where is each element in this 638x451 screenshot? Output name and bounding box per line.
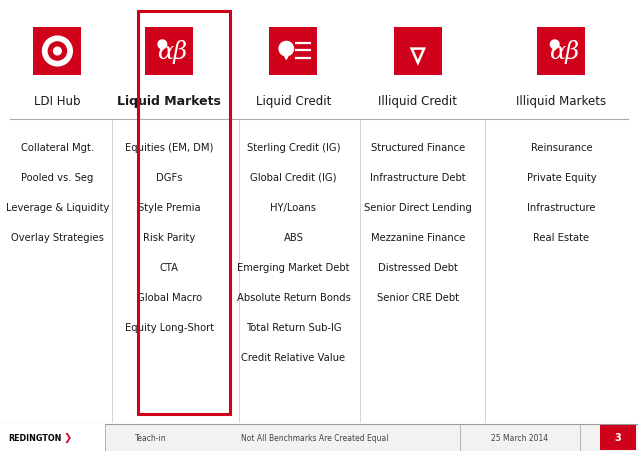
Text: Infrastructure Debt: Infrastructure Debt bbox=[370, 173, 466, 183]
Circle shape bbox=[158, 41, 167, 50]
Text: Equity Long-Short: Equity Long-Short bbox=[124, 322, 214, 332]
Text: LDI Hub: LDI Hub bbox=[34, 95, 80, 108]
Bar bbox=[145, 28, 193, 76]
Bar bbox=[269, 28, 318, 76]
Text: Liquid Credit: Liquid Credit bbox=[256, 95, 331, 108]
Text: Global Macro: Global Macro bbox=[137, 292, 202, 302]
Circle shape bbox=[43, 37, 72, 67]
Polygon shape bbox=[552, 45, 558, 51]
Text: Collateral Mgt.: Collateral Mgt. bbox=[21, 143, 94, 152]
Text: 25 March 2014: 25 March 2014 bbox=[491, 433, 549, 442]
Circle shape bbox=[54, 48, 61, 56]
Bar bbox=[600, 425, 636, 450]
Text: Overlay Strategies: Overlay Strategies bbox=[11, 232, 104, 243]
Text: Leverage & Liquidity: Leverage & Liquidity bbox=[6, 202, 109, 212]
Circle shape bbox=[48, 43, 66, 61]
Text: REDINGTON: REDINGTON bbox=[8, 433, 61, 442]
Bar bbox=[0, 424, 638, 451]
Text: Total Return Sub-IG: Total Return Sub-IG bbox=[246, 322, 341, 332]
Text: HY/Loans: HY/Loans bbox=[271, 202, 316, 212]
Text: CTA: CTA bbox=[160, 262, 179, 272]
Text: ❯: ❯ bbox=[64, 433, 72, 442]
Bar bbox=[0, 424, 105, 451]
Text: 3: 3 bbox=[614, 433, 621, 442]
Text: Style Premia: Style Premia bbox=[138, 202, 200, 212]
Text: Not All Benchmarks Are Created Equal: Not All Benchmarks Are Created Equal bbox=[241, 433, 389, 442]
Text: Sterling Credit (IG): Sterling Credit (IG) bbox=[247, 143, 340, 152]
Text: αβ: αβ bbox=[550, 40, 580, 64]
Text: Distressed Debt: Distressed Debt bbox=[378, 262, 458, 272]
Text: Structured Finance: Structured Finance bbox=[371, 143, 465, 152]
Text: Global Credit (IG): Global Credit (IG) bbox=[250, 173, 337, 183]
Bar bbox=[33, 28, 82, 76]
Text: Credit Relative Value: Credit Relative Value bbox=[241, 352, 346, 362]
Text: Teach-in: Teach-in bbox=[135, 433, 167, 442]
Text: αβ: αβ bbox=[158, 40, 188, 64]
Text: Illiquid Credit: Illiquid Credit bbox=[378, 95, 457, 108]
Text: Senior CRE Debt: Senior CRE Debt bbox=[377, 292, 459, 302]
Text: Private Equity: Private Equity bbox=[526, 173, 597, 183]
Text: Emerging Market Debt: Emerging Market Debt bbox=[237, 262, 350, 272]
Text: Mezzanine Finance: Mezzanine Finance bbox=[371, 232, 465, 243]
Text: Equities (EM, DM): Equities (EM, DM) bbox=[125, 143, 213, 152]
Text: Illiquid Markets: Illiquid Markets bbox=[516, 95, 607, 108]
Text: Reinsurance: Reinsurance bbox=[531, 143, 592, 152]
Bar bbox=[537, 28, 586, 76]
Circle shape bbox=[551, 41, 559, 50]
Bar bbox=[138, 12, 230, 414]
Text: Pooled vs. Seg: Pooled vs. Seg bbox=[21, 173, 94, 183]
Text: Liquid Markets: Liquid Markets bbox=[117, 95, 221, 108]
Text: Risk Parity: Risk Parity bbox=[143, 232, 195, 243]
Text: DGFs: DGFs bbox=[156, 173, 182, 183]
Polygon shape bbox=[160, 45, 165, 51]
Text: ABS: ABS bbox=[283, 232, 304, 243]
Text: Infrastructure: Infrastructure bbox=[527, 202, 596, 212]
Text: Real Estate: Real Estate bbox=[533, 232, 590, 243]
Text: Senior Direct Lending: Senior Direct Lending bbox=[364, 202, 472, 212]
Bar bbox=[394, 28, 442, 76]
Text: Absolute Return Bonds: Absolute Return Bonds bbox=[237, 292, 350, 302]
Circle shape bbox=[279, 42, 293, 57]
Polygon shape bbox=[281, 50, 292, 60]
